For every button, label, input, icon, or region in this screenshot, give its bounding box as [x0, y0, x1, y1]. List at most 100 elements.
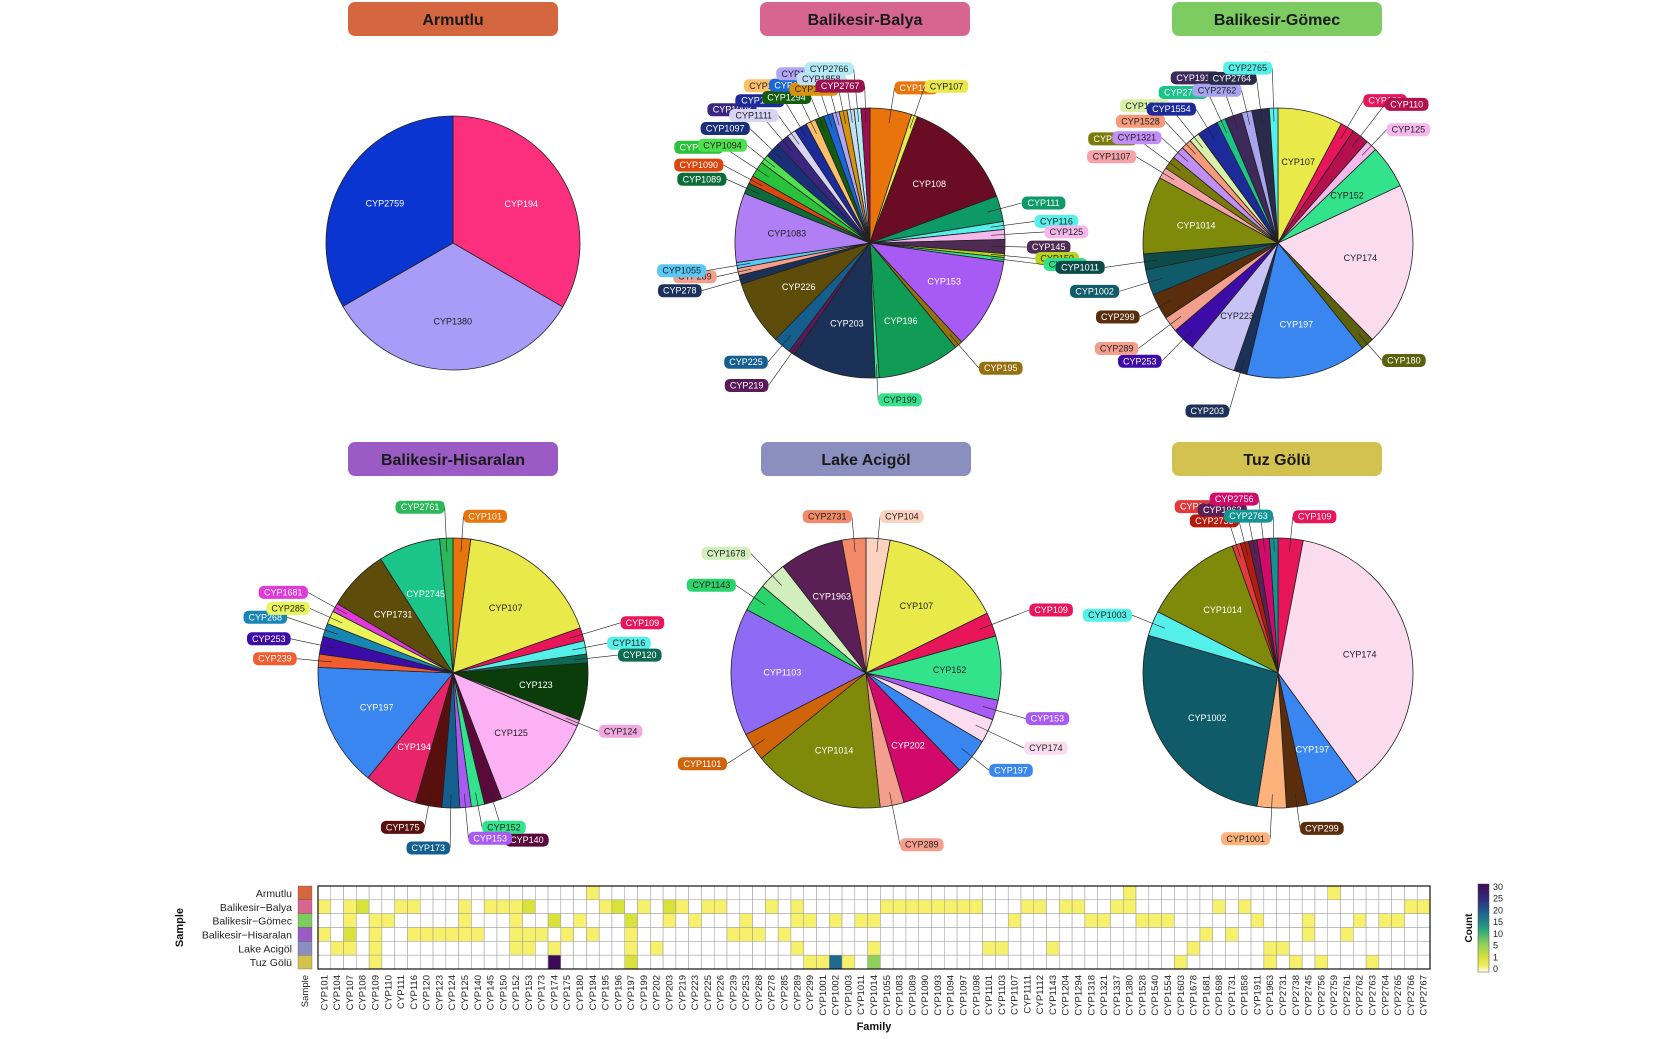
heatmap-column-label: CYP1698 [1214, 975, 1225, 1016]
heatmap-cell [765, 885, 779, 901]
heatmap-cell [726, 899, 741, 914]
slice-label: CYP1002 [1188, 713, 1227, 723]
heatmap-cell [1174, 899, 1188, 914]
heatmap-cell [982, 941, 996, 956]
slice-label: CYP2738 [1195, 516, 1234, 526]
heatmap-cell [1416, 913, 1431, 928]
heatmap-cell [816, 885, 830, 901]
heatmap-cell [1314, 885, 1328, 901]
heatmap-cell [1046, 941, 1060, 956]
heatmap-cell [1340, 913, 1354, 928]
heatmap-cell [535, 885, 549, 901]
slice-label-box [258, 585, 308, 599]
slice-label: CYP2764 [1213, 73, 1252, 83]
heatmap-cell [1340, 899, 1354, 914]
heatmap-column-label: CYP226 [716, 975, 727, 1010]
heatmap-cell [1276, 899, 1290, 914]
slice-label: CYP299 [1101, 312, 1135, 322]
slice-label: CYP1731 [374, 610, 413, 620]
heatmap-column-label: CYP239 [728, 975, 739, 1010]
heatmap-column-label: CYP120 [422, 975, 433, 1010]
slice-label-box [658, 284, 702, 298]
heatmap-cell [1199, 913, 1213, 928]
heatmap-cell [1314, 954, 1328, 970]
heatmap-cell [1378, 927, 1392, 942]
slice-label-box [697, 138, 748, 152]
heatmap-cell [880, 885, 894, 901]
heatmap-cell [1404, 927, 1418, 942]
pie-slice [1277, 185, 1414, 341]
pie-title-box [760, 2, 970, 36]
heatmap-column-label: CYP1337 [1112, 975, 1123, 1016]
slice-label: CYP1911 [1176, 73, 1214, 83]
slice-label: CYP199 [883, 395, 917, 405]
heatmap-cell [471, 941, 485, 956]
slice-label-box [686, 578, 736, 592]
slice-label-box [1185, 404, 1230, 418]
heatmap-cell [854, 913, 868, 928]
heatmap-cell [982, 899, 996, 914]
heatmap-cell [1238, 899, 1252, 914]
heatmap-cell [662, 954, 677, 970]
slice-label: CYP1112 [741, 96, 778, 106]
heatmap-column-label: CYP1003 [843, 975, 854, 1016]
heatmap-cell [471, 954, 485, 970]
heatmap-cell [1135, 885, 1150, 901]
heatmap-cell [829, 913, 843, 928]
heatmap-cell [1327, 954, 1341, 970]
heatmap-cell [790, 899, 804, 914]
heatmap-column-label: CYP152 [511, 975, 522, 1010]
heatmap-cell [381, 899, 395, 914]
heatmap-cell [1046, 913, 1060, 928]
heatmap-cell [1071, 899, 1086, 914]
slice-label: CYP1014 [1177, 220, 1216, 230]
heatmap-cell [330, 899, 344, 914]
slice-label: CYP152 [487, 822, 521, 832]
heatmap-cell [420, 885, 434, 901]
slice-label: CYP173 [412, 843, 446, 853]
heatmap-cell [598, 885, 613, 901]
heatmap-cell [1238, 913, 1252, 928]
heatmap-cell [880, 927, 894, 942]
slice-label: CYP194 [397, 742, 431, 752]
sample-color-chip [297, 941, 313, 956]
slice-label: CYP197 [1280, 320, 1314, 330]
slice-label-box [1146, 102, 1196, 116]
heatmap-cell [1250, 954, 1265, 970]
heatmap-cell [1225, 941, 1239, 956]
heatmap-cell [1327, 913, 1341, 928]
slice-label-box [701, 546, 751, 560]
slice-label: CYP174 [1343, 650, 1377, 660]
heatmap-cell [611, 913, 626, 928]
pie-slice [452, 115, 581, 308]
heatmap-cell [1161, 954, 1175, 970]
leader-line [307, 592, 347, 615]
slice-label-box [804, 62, 854, 76]
heatmap-cell [394, 913, 408, 928]
pie-slice [760, 672, 881, 809]
heatmap-cell [509, 885, 523, 901]
heatmap-cell [1161, 913, 1175, 928]
heatmap-cell [803, 913, 817, 928]
slice-label: CYP110 [1390, 99, 1423, 109]
heatmap-column-label: CYP2761 [1342, 975, 1353, 1016]
slice-label: CYP2745 [406, 589, 445, 599]
heatmap-column-label: CYP2759 [1329, 975, 1340, 1016]
slice-label: CYP1111 [736, 111, 773, 121]
heatmap-cell [1416, 899, 1431, 914]
heatmap-column-label: CYP109 [371, 975, 382, 1010]
heatmap-cell [573, 954, 587, 970]
legend-tick-label: 20 [1493, 905, 1503, 915]
heatmap-column-label: CYP197 [626, 975, 637, 1010]
slice-label-box [677, 172, 727, 186]
slice-label: CYP194 [505, 199, 539, 209]
heatmap-cell [739, 913, 753, 928]
heatmap-cell [1199, 899, 1213, 914]
leader-line [1139, 300, 1172, 318]
heatmap-cell [381, 954, 395, 970]
heatmap-cell [1301, 927, 1316, 942]
leader-line [810, 97, 825, 131]
heatmap-cell [829, 927, 843, 942]
heatmap-cell [1391, 885, 1405, 901]
